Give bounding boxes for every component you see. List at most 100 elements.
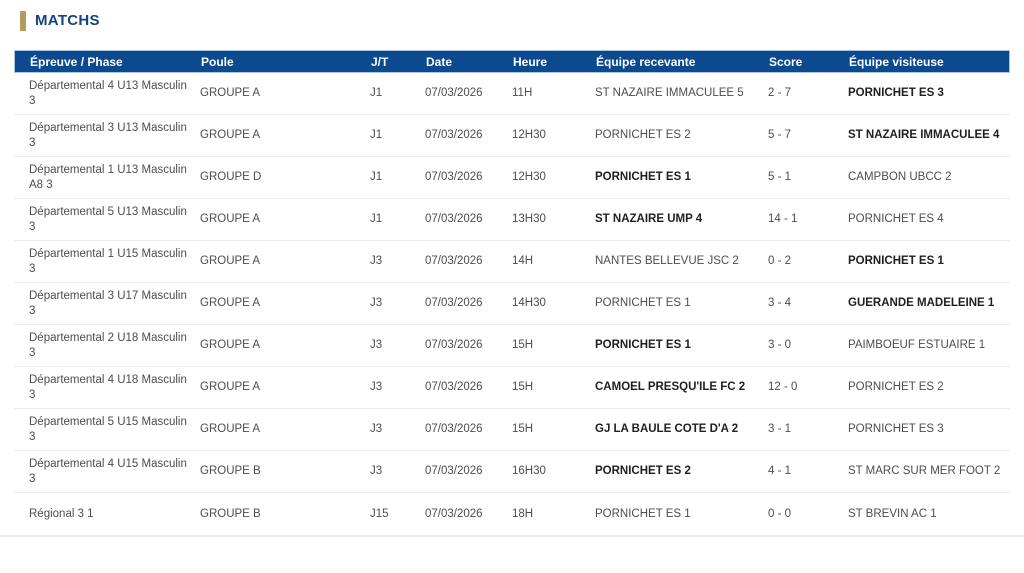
table-row: Départemental 4 U13 Masculin 3 GROUPE A … (14, 73, 1010, 115)
column-header-score: Score (769, 54, 803, 69)
table-row: Départemental 2 U18 Masculin 3 GROUPE A … (14, 325, 1010, 367)
cell-heure: 14H30 (512, 297, 546, 309)
cell-journee: J3 (370, 297, 383, 309)
column-header-away: Équipe visiteuse (849, 54, 944, 69)
cell-equipe-visiteuse: CAMPBON UBCC 2 (848, 171, 952, 183)
table-header-row: Épreuve / Phase Poule J/T Date Heure Équ… (14, 50, 1010, 73)
cell-heure: 18H (512, 507, 534, 520)
table-row: Départemental 4 U18 Masculin 3 GROUPE A … (14, 367, 1010, 409)
cell-equipe-visiteuse: PAIMBOEUF ESTUAIRE 1 (848, 339, 986, 351)
cell-score: 3 - 0 (768, 339, 792, 351)
cell-date: 07/03/2026 (425, 129, 483, 141)
cell-poule: GROUPE A (200, 87, 261, 99)
cell-heure: 11H (512, 87, 533, 99)
column-header-home: Équipe recevante (596, 54, 696, 69)
cell-heure: 12H30 (512, 171, 546, 183)
cell-score: 3 - 4 (768, 297, 792, 309)
table-row: Départemental 1 U15 Masculin 3 GROUPE A … (14, 241, 1010, 283)
cell-heure: 15H (512, 381, 534, 393)
cell-equipe-recevante: GJ LA BAULE COTE D'A 2 (595, 423, 739, 435)
cell-equipe-visiteuse: PORNICHET ES 3 (848, 87, 944, 99)
cell-journee: J3 (370, 465, 383, 477)
cell-epreuve-phase: Départemental 3 U17 Masculin 3 (29, 289, 187, 317)
cell-equipe-recevante: PORNICHET ES 1 (595, 297, 691, 309)
cell-score: 5 - 1 (768, 171, 792, 183)
cell-date: 07/03/2026 (425, 171, 483, 183)
cell-equipe-visiteuse: ST BREVIN AC 1 (848, 507, 937, 520)
cell-equipe-recevante: ST NAZAIRE UMP 4 (595, 213, 703, 225)
cell-equipe-recevante: PORNICHET ES 2 (595, 465, 691, 477)
cell-journee: J1 (370, 129, 383, 141)
cell-equipe-visiteuse: PORNICHET ES 1 (848, 255, 944, 267)
cell-heure: 15H (512, 423, 534, 435)
cell-equipe-visiteuse: ST NAZAIRE IMMACULEE 4 (848, 129, 1000, 141)
cell-poule: GROUPE A (200, 381, 261, 393)
cell-epreuve-phase: Départemental 3 U13 Masculin 3 (29, 121, 187, 149)
cell-equipe-recevante: PORNICHET ES 1 (595, 339, 691, 351)
cell-heure: 16H30 (512, 465, 546, 477)
cell-equipe-visiteuse: GUERANDE MADELEINE 1 (848, 297, 995, 309)
cell-equipe-recevante: CAMOEL PRESQU'ILE FC 2 (595, 381, 746, 393)
page-title: MATCHS (35, 12, 100, 29)
cell-date: 07/03/2026 (425, 507, 483, 520)
cell-score: 12 - 0 (768, 381, 798, 393)
gold-accent-bar (20, 10, 26, 31)
table-row: Départemental 3 U13 Masculin 3 GROUPE A … (14, 115, 1010, 157)
cell-poule: GROUPE B (200, 465, 261, 477)
column-header-epreuve: Épreuve / Phase (30, 54, 123, 69)
cell-poule: GROUPE A (200, 339, 261, 351)
table-row: Départemental 5 U13 Masculin 3 GROUPE A … (14, 199, 1010, 241)
cell-date: 07/03/2026 (425, 465, 483, 477)
cell-score: 0 - 2 (768, 255, 792, 267)
table-row: Régional 3 1 GROUPE B J15 07/03/2026 18H… (14, 493, 1010, 535)
cell-score: 4 - 1 (768, 465, 792, 477)
cell-date: 07/03/2026 (425, 297, 483, 309)
cell-epreuve-phase: Départemental 4 U13 Masculin 3 (29, 79, 187, 107)
cell-journee: J3 (370, 423, 383, 435)
table-row: Départemental 1 U13 Masculin A8 3 GROUPE… (14, 157, 1010, 199)
cell-date: 07/03/2026 (425, 213, 483, 225)
bottom-divider (0, 535, 1024, 537)
cell-journee: J3 (370, 339, 383, 351)
cell-epreuve-phase: Régional 3 1 (29, 507, 94, 520)
cell-poule: GROUPE D (200, 171, 262, 183)
cell-journee: J1 (370, 213, 383, 225)
cell-equipe-visiteuse: PORNICHET ES 2 (848, 381, 944, 393)
cell-equipe-visiteuse: ST MARC SUR MER FOOT 2 (848, 465, 1001, 477)
cell-date: 07/03/2026 (425, 255, 483, 267)
cell-equipe-visiteuse: PORNICHET ES 3 (848, 423, 944, 435)
cell-date: 07/03/2026 (425, 87, 483, 99)
cell-epreuve-phase: Départemental 5 U15 Masculin 3 (29, 415, 187, 443)
cell-epreuve-phase: Départemental 1 U15 Masculin 3 (29, 247, 187, 275)
column-header-jt: J/T (371, 54, 389, 69)
cell-epreuve-phase: Départemental 4 U15 Masculin 3 (29, 457, 187, 485)
cell-heure: 13H30 (512, 213, 546, 225)
table-row: Départemental 4 U15 Masculin 3 GROUPE B … (14, 451, 1010, 493)
cell-poule: GROUPE A (200, 423, 261, 435)
cell-poule: GROUPE B (200, 507, 261, 520)
table-row: Départemental 5 U15 Masculin 3 GROUPE A … (14, 409, 1010, 451)
cell-heure: 12H30 (512, 129, 546, 141)
cell-score: 3 - 1 (768, 423, 792, 435)
cell-equipe-recevante: PORNICHET ES 1 (595, 507, 691, 520)
cell-journee: J15 (370, 507, 389, 520)
cell-score: 5 - 7 (768, 129, 792, 141)
cell-heure: 14H (512, 255, 534, 267)
column-header-poule: Poule (201, 54, 234, 69)
cell-equipe-recevante: NANTES BELLEVUE JSC 2 (595, 255, 739, 267)
table-row: Départemental 3 U17 Masculin 3 GROUPE A … (14, 283, 1010, 325)
cell-poule: GROUPE A (200, 297, 261, 309)
cell-date: 07/03/2026 (425, 339, 483, 351)
cell-journee: J3 (370, 381, 383, 393)
cell-equipe-recevante: ST NAZAIRE IMMACULEE 5 (595, 87, 744, 99)
match-rows: Départemental 4 U13 Masculin 3 GROUPE A … (14, 73, 1010, 535)
cell-date: 07/03/2026 (425, 381, 483, 393)
cell-poule: GROUPE A (200, 213, 261, 225)
cell-score: 14 - 1 (768, 213, 798, 225)
cell-equipe-recevante: PORNICHET ES 2 (595, 129, 691, 141)
cell-heure: 15H (512, 339, 534, 351)
column-header-date: Date (426, 54, 453, 69)
cell-equipe-recevante: PORNICHET ES 1 (595, 171, 691, 183)
cell-poule: GROUPE A (200, 255, 261, 267)
cell-epreuve-phase: Départemental 2 U18 Masculin 3 (29, 331, 187, 359)
